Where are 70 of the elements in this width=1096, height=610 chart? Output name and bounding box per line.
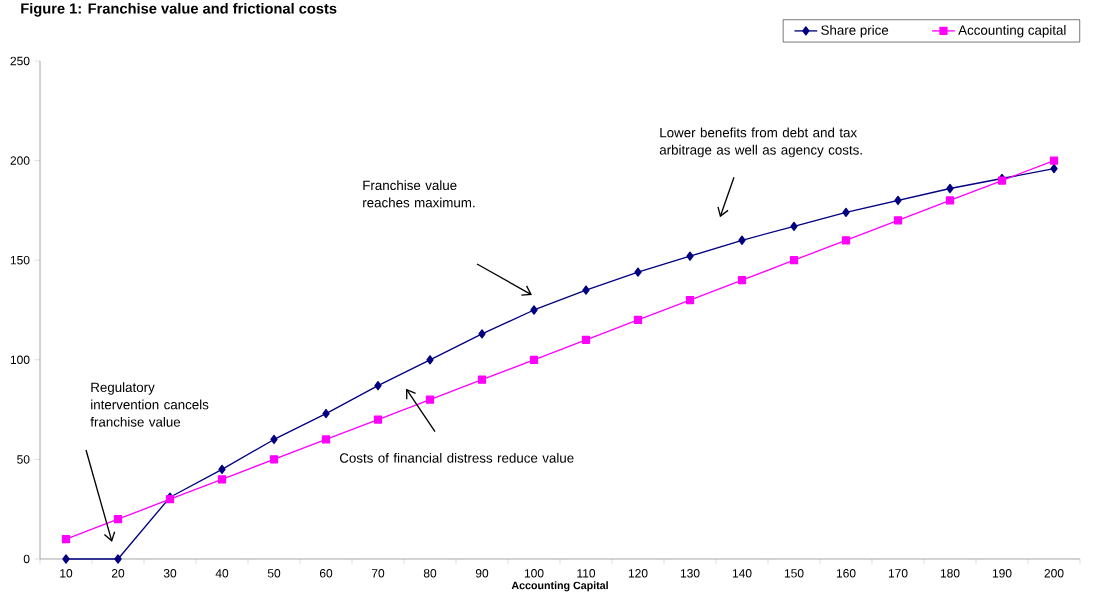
point bbox=[842, 207, 850, 218]
point bbox=[322, 408, 330, 419]
point bbox=[113, 515, 123, 524]
x-tick-label: 110 bbox=[577, 569, 596, 578]
legend-label: Accounting capital bbox=[958, 25, 1066, 38]
point bbox=[634, 267, 642, 277]
x-tick-label: 170 bbox=[888, 569, 908, 578]
point bbox=[582, 285, 590, 295]
legend-label: Share price bbox=[821, 25, 889, 38]
point bbox=[477, 375, 487, 384]
point bbox=[738, 235, 746, 245]
point bbox=[62, 554, 70, 564]
x-tick-label: 190 bbox=[992, 569, 1012, 578]
point bbox=[478, 329, 486, 339]
y-tick-label: 150 bbox=[10, 255, 30, 265]
point bbox=[217, 475, 227, 484]
x-tick-label: 50 bbox=[267, 569, 281, 578]
x-tick-label: 140 bbox=[732, 569, 752, 578]
point bbox=[945, 196, 955, 205]
point bbox=[1049, 156, 1059, 165]
point bbox=[946, 183, 954, 194]
chart-title: Figure 1: Franchise value and frictional costs bbox=[21, 2, 337, 17]
annotation: Regulatory intervention cancels franchise value bbox=[90, 382, 209, 427]
point bbox=[425, 395, 435, 404]
y-tick-label: 100 bbox=[10, 355, 30, 365]
point bbox=[426, 355, 434, 365]
annotation: Costs of financial distress reduce value bbox=[339, 452, 574, 463]
y-tick-label: 250 bbox=[10, 56, 30, 66]
x-tick-label: 30 bbox=[163, 569, 177, 578]
point bbox=[114, 554, 122, 564]
point bbox=[789, 256, 799, 265]
x-tick-label: 20 bbox=[111, 569, 125, 578]
x-tick-label: 120 bbox=[628, 569, 648, 578]
x-tick-label: 70 bbox=[371, 569, 385, 578]
point bbox=[790, 221, 798, 231]
annotation: Lower benefits from debt and tax arbitrage as well as agency costs. bbox=[659, 127, 862, 158]
x-tick-label: 180 bbox=[940, 569, 960, 578]
point bbox=[633, 315, 643, 325]
point bbox=[374, 381, 382, 391]
x-tick-label: 90 bbox=[475, 569, 489, 578]
x-tick-label: 10 bbox=[60, 569, 73, 578]
x-tick-label: 60 bbox=[319, 569, 333, 578]
point bbox=[529, 355, 539, 364]
point bbox=[218, 464, 226, 475]
x-tick-label: 130 bbox=[680, 569, 700, 578]
point bbox=[686, 251, 694, 261]
y-tick-label: 0 bbox=[23, 554, 30, 564]
annotation: Franchise value reaches maximum. bbox=[363, 180, 475, 208]
x-axis-title: Accounting Capital bbox=[511, 581, 608, 592]
x-tick-label: 80 bbox=[423, 569, 437, 578]
point bbox=[61, 534, 71, 544]
point bbox=[894, 195, 902, 206]
point bbox=[893, 216, 903, 225]
y-tick-label: 200 bbox=[10, 156, 30, 165]
x-tick-label: 200 bbox=[1044, 569, 1064, 578]
x-tick-label: 160 bbox=[836, 569, 856, 578]
x-tick-label: 100 bbox=[524, 569, 544, 578]
point bbox=[737, 275, 747, 285]
x-tick-label: 40 bbox=[215, 569, 229, 578]
point bbox=[373, 415, 383, 424]
point bbox=[1050, 163, 1058, 174]
point bbox=[581, 335, 591, 345]
point bbox=[530, 305, 538, 315]
point bbox=[270, 434, 278, 445]
y-tick-label: 50 bbox=[17, 455, 30, 464]
x-tick-label: 150 bbox=[784, 569, 804, 578]
point bbox=[321, 435, 331, 444]
point bbox=[685, 295, 695, 305]
point bbox=[841, 236, 851, 245]
point bbox=[269, 455, 279, 464]
